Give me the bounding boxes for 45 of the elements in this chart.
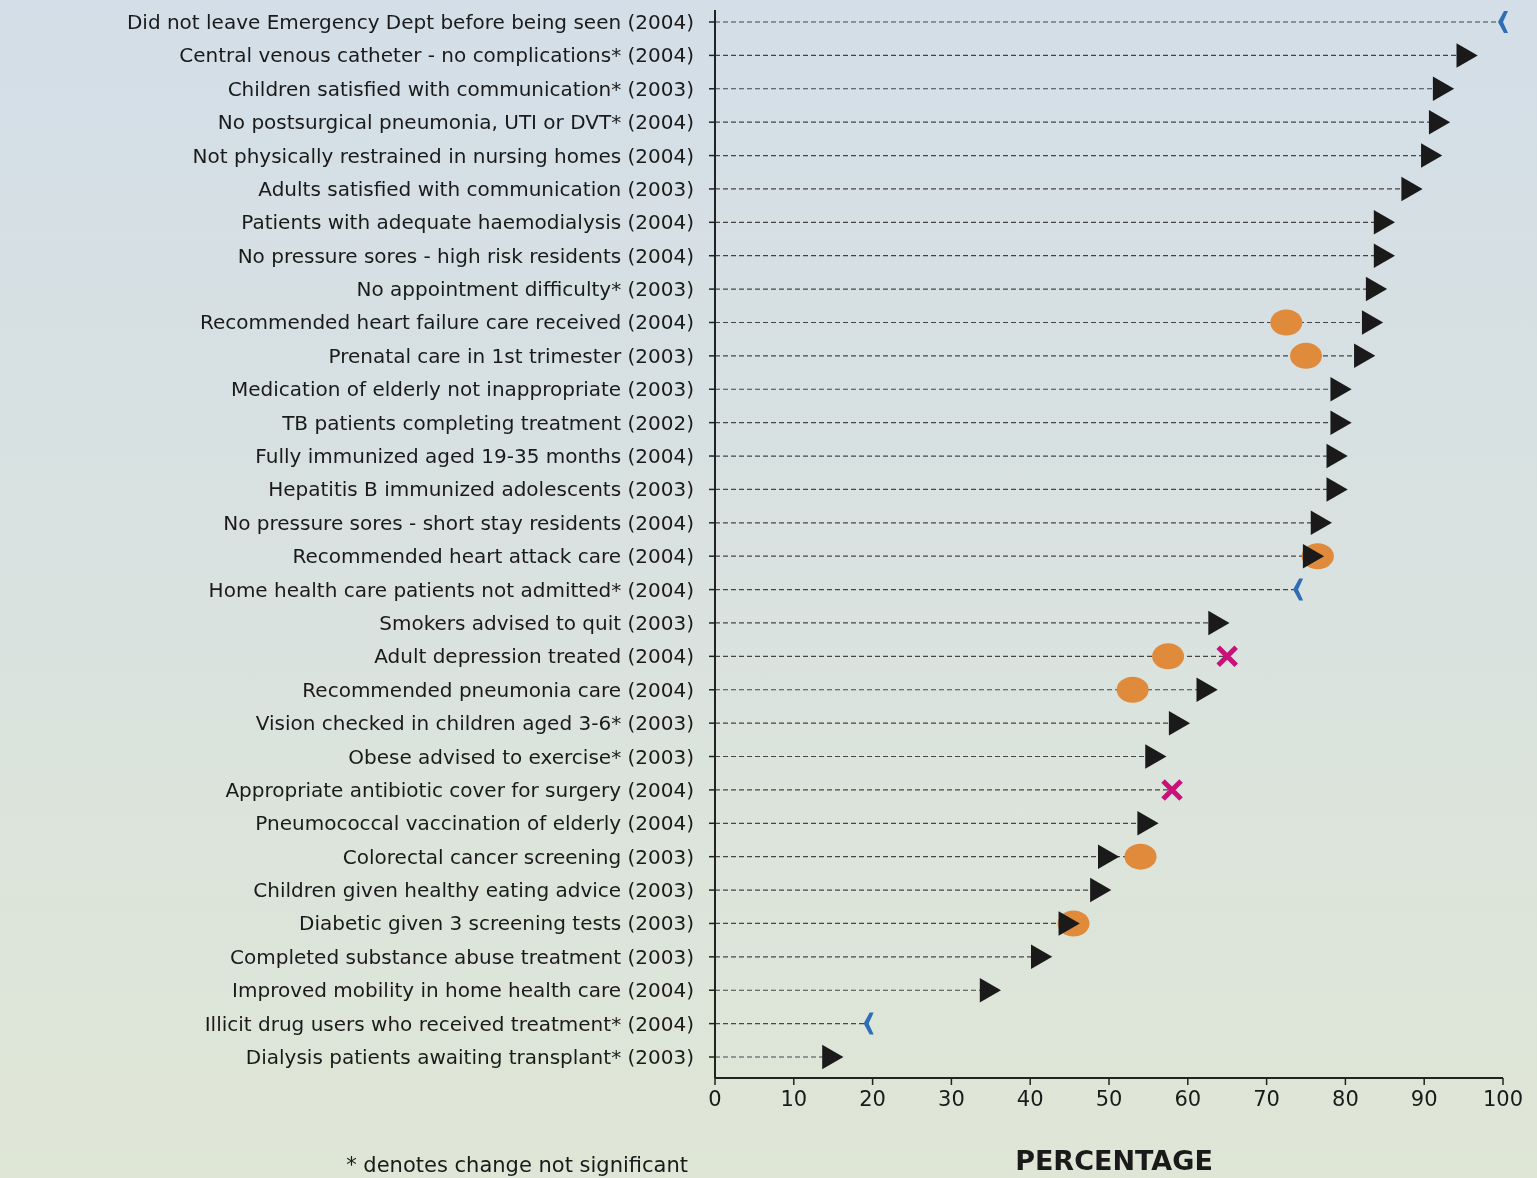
y-tick-label: Illicit drug users who received treatment* (2004) (204, 1011, 694, 1036)
y-tick-label: Adult depression treated (2004) (374, 644, 694, 669)
y-tick-label: Diabetic given 3 screening tests (2003) (299, 911, 694, 936)
y-tick-label: Recommended heart attack care (2004) (292, 544, 694, 569)
y-tick-label: Colorectal cancer screening (2003) (342, 844, 694, 869)
x-tick-label: 10 (780, 1087, 808, 1111)
y-tick-label: Vision checked in children aged 3-6* (2003) (255, 711, 694, 736)
x-tick-label: 90 (1410, 1087, 1438, 1111)
y-tick-label: No pressure sores - high risk residents (2004) (237, 243, 694, 268)
y-tick-label: Fully immunized aged 19-35 months (2004) (255, 444, 694, 469)
y-tick-label: Smokers advised to quit (2003) (379, 610, 694, 635)
x-tick-label: 70 (1253, 1087, 1280, 1111)
y-tick-label: Children satisfied with communication* (2003) (227, 76, 694, 101)
y-tick-label: Children given healthy eating advice (2003) (253, 878, 694, 903)
x-tick-label: 80 (1332, 1087, 1359, 1111)
x-tick-label: 60 (1174, 1087, 1202, 1111)
x-tick-label: 40 (1016, 1087, 1044, 1111)
y-tick-label: Prenatal care in 1st trimester (2003) (328, 343, 694, 368)
x-tick-label: 50 (1095, 1087, 1123, 1111)
y-tick-label: Obese advised to exercise* (2003) (348, 744, 694, 769)
y-tick-label: Completed substance abuse treatment (2003) (230, 944, 694, 969)
y-tick-label: No postsurgical pneumonia, UTI or DVT* (2004) (217, 110, 694, 135)
y-tick-label: Dialysis patients awaiting transplant* (2003) (245, 1045, 694, 1069)
y-tick-label: No appointment difficulty* (2003) (356, 277, 694, 302)
y-tick-label: Recommended pneumonia care (2004) (302, 677, 694, 702)
y-tick-label: Did not leave Emergency Dept before being seen (2004) (126, 10, 694, 34)
text: * denotes change not significant (346, 1153, 688, 1177)
y-tick-label: Home health care patients not admitted* (2004) (208, 577, 694, 602)
x-tick-label: 30 (938, 1087, 965, 1111)
x-axis-title: PERCENTAGE (1015, 1145, 1213, 1176)
y-tick-label: Medication of elderly not inappropriate (2003) (231, 377, 694, 402)
y-tick-label: Central venous catheter - no complications* (2004) (179, 43, 694, 68)
x-tick-label: 20 (859, 1087, 886, 1111)
x-tick-label: 100 (1482, 1087, 1524, 1111)
y-tick-label: Improved mobility in home health care (2004) (232, 978, 694, 1003)
y-tick-label: Hepatitis B immunized adolescents (2003) (268, 477, 694, 502)
y-tick-label: Pneumococcal vaccination of elderly (2004) (255, 811, 694, 836)
y-tick-label: Patients with adequate haemodialysis (2004) (241, 210, 694, 235)
y-tick-label: Not physically restrained in nursing homes (2004) (192, 143, 694, 168)
x-tick-label: 0 (708, 1087, 722, 1111)
y-tick-label: Recommended heart failure care received (2004) (199, 310, 694, 335)
y-tick-label: Adults satisfied with communication (2003) (258, 176, 694, 201)
y-tick-label: No pressure sores - short stay residents (2004) (223, 510, 694, 535)
y-tick-label: TB patients completing treatment (2002) (281, 410, 694, 435)
y-tick-label: Appropriate antibiotic cover for surgery (2004) (225, 777, 694, 802)
